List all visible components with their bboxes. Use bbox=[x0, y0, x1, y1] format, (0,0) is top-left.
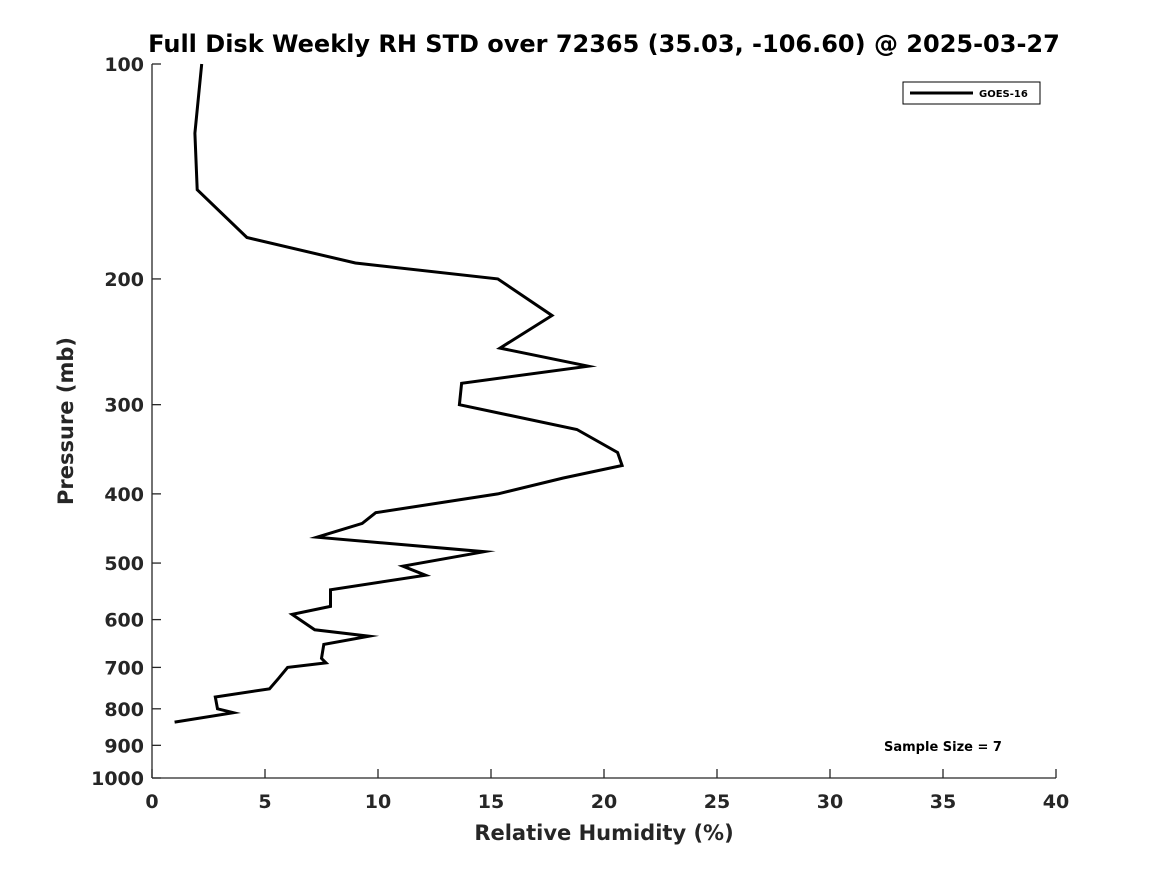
x-axis-label: Relative Humidity (%) bbox=[474, 821, 733, 845]
x-tick-label: 35 bbox=[930, 791, 956, 813]
series-line bbox=[174, 63, 625, 724]
x-tick-label: 40 bbox=[1043, 791, 1069, 813]
x-tick-label: 5 bbox=[258, 791, 271, 813]
sample-size-annotation: Sample Size = 7 bbox=[884, 740, 1002, 755]
y-tick-label: 100 bbox=[104, 54, 144, 76]
y-tick-label: 300 bbox=[104, 395, 144, 417]
x-tick-label: 30 bbox=[817, 791, 843, 813]
x-tick-label: 20 bbox=[591, 791, 617, 813]
y-tick-label: 600 bbox=[104, 610, 144, 632]
x-tick-label: 15 bbox=[478, 791, 504, 813]
y-tick-label: 900 bbox=[104, 735, 144, 757]
x-axis: 0 5 10 15 20 25 30 35 40 bbox=[145, 769, 1069, 813]
y-tick-label: 1000 bbox=[91, 768, 144, 790]
y-tick-label: 500 bbox=[104, 553, 144, 575]
y-tick-label: 200 bbox=[104, 269, 144, 291]
y-tick-label: 400 bbox=[104, 484, 144, 506]
legend: GOES-16 bbox=[902, 81, 1041, 105]
x-tick-label: 25 bbox=[704, 791, 730, 813]
y-tick-label: 700 bbox=[104, 657, 144, 679]
x-tick-label: 10 bbox=[365, 791, 391, 813]
y-axis-label: Pressure (mb) bbox=[54, 337, 78, 505]
x-tick-label: 0 bbox=[145, 791, 158, 813]
chart-title: Full Disk Weekly RH STD over 72365 (35.0… bbox=[148, 30, 1060, 58]
y-axis: 100 200 300 400 500 600 700 800 900 1000 bbox=[91, 54, 161, 790]
plot-area bbox=[174, 63, 625, 724]
legend-label: GOES-16 bbox=[979, 89, 1028, 100]
y-tick-label: 800 bbox=[104, 699, 144, 721]
